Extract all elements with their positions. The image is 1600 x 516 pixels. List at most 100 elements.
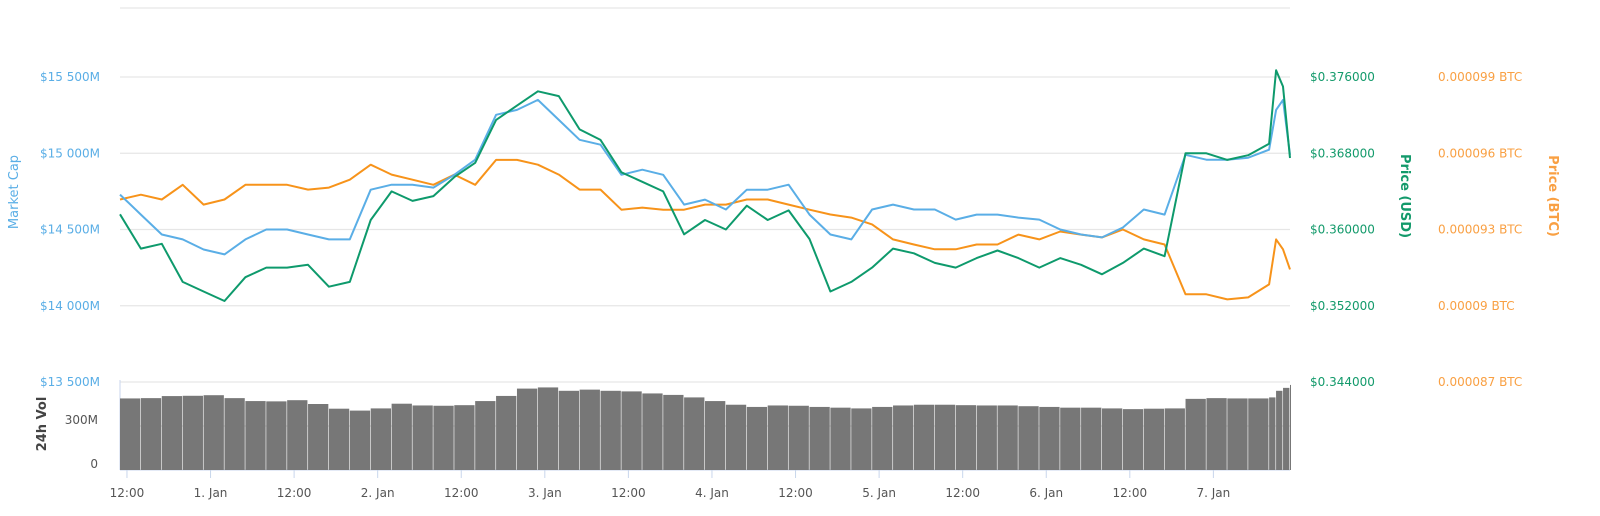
x-tick-label: 5. Jan (862, 486, 896, 500)
x-tick-label: 2. Jan (361, 486, 395, 500)
volume-bar (1290, 384, 1291, 470)
volume-bar (496, 395, 517, 470)
price-usd-tick-label: $0.344000 (1310, 375, 1375, 389)
price-btc-axis-title: Price (BTC) (1545, 155, 1560, 237)
market-cap-tick-label: $15 500M (40, 70, 100, 84)
volume-bar (1101, 408, 1123, 470)
volume-bar (182, 395, 203, 470)
volume-bar (1018, 406, 1039, 470)
volume-bar (621, 391, 642, 470)
price-usd-tick-label: $0.376000 (1310, 70, 1375, 84)
volume-bar (684, 397, 705, 470)
x-tick-label: 12:00 (444, 486, 479, 500)
x-tick-label: 12:00 (277, 486, 312, 500)
volume-bar (516, 388, 538, 470)
volume-bar (161, 396, 183, 470)
price-btc-tick-label: 0.000087 BTC (1438, 375, 1522, 389)
x-tick-label: 6. Jan (1029, 486, 1063, 500)
volume-bar (370, 408, 392, 470)
x-tick-label: 12:00 (1113, 486, 1148, 500)
volume-bar (1276, 390, 1283, 470)
volume-bar (1143, 408, 1165, 470)
x-tick-label: 7. Jan (1197, 486, 1231, 500)
price-lines[interactable] (119, 69, 1291, 302)
volume-bar (788, 405, 809, 470)
price-btc-tick-label: 0.000096 BTC (1438, 146, 1522, 160)
volume-bar (1269, 397, 1276, 470)
volume-bar (120, 398, 141, 470)
price-btc-line[interactable] (119, 158, 1291, 301)
volume-bar (976, 405, 997, 470)
volume-bar (558, 390, 580, 470)
volume-bar (705, 401, 726, 470)
x-tick-label: 12:00 (110, 486, 145, 500)
volume-bar (579, 389, 600, 470)
volume-tick-label: 300M (65, 413, 98, 427)
market-cap-tick-label: $14 500M (40, 223, 100, 237)
x-tick-label: 12:00 (945, 486, 980, 500)
volume-tick-label: 0 (90, 457, 98, 471)
volume-bar (1283, 387, 1290, 470)
volume-bar (140, 398, 162, 470)
volume-bar (997, 405, 1018, 470)
price-usd-tick-label: $0.368000 (1310, 146, 1375, 160)
axis-labels: $13 500M $14 000M $14 500M $15 000M $15 500M… (40, 70, 1522, 500)
volume-bar (725, 404, 747, 470)
volume-bar (893, 405, 914, 470)
volume-bar (287, 400, 308, 470)
market-cap-axis-title: Market Cap (7, 155, 22, 229)
price-btc-tick-label: 0.000099 BTC (1438, 70, 1522, 84)
volume-bar (266, 401, 287, 470)
x-tick-label: 3. Jan (528, 486, 562, 500)
volume-bar (328, 408, 350, 470)
volume-bar (412, 405, 433, 470)
volume-bar (349, 410, 371, 470)
market-cap-tick-label: $15 000M (40, 146, 100, 160)
volume-bar (1227, 398, 1248, 470)
volume-bar (851, 408, 872, 470)
volume-bar (830, 407, 851, 470)
volume-bar (1122, 409, 1144, 470)
volume-bar (308, 404, 329, 470)
market-cap-line[interactable] (119, 98, 1291, 256)
volume-bar (1185, 398, 1206, 470)
volume-bar (391, 403, 412, 470)
volume-bar (475, 401, 496, 470)
x-tick-label: 12:00 (611, 486, 646, 500)
price-usd-axis-title: Price (USD) (1397, 154, 1412, 238)
volume-bar (1248, 398, 1269, 470)
volume-bar (1081, 407, 1102, 470)
price-btc-tick-label: 0.000093 BTC (1438, 223, 1522, 237)
volume-bar (245, 401, 266, 470)
price-usd-line[interactable] (119, 69, 1291, 302)
price-usd-tick-label: $0.352000 (1310, 299, 1375, 313)
volume-bar (433, 405, 454, 470)
volume-bar (1039, 406, 1060, 470)
volume-bar (872, 406, 893, 470)
volume-bar (934, 404, 956, 470)
volume-bar (203, 395, 224, 470)
volume-bars (120, 384, 1291, 470)
volume-bar (1060, 407, 1081, 470)
volume-bar (642, 393, 663, 470)
volume-bar (767, 405, 788, 470)
x-tick-label: 1. Jan (194, 486, 228, 500)
market-cap-tick-label: $14 000M (40, 299, 100, 313)
volume-bar (1164, 408, 1185, 470)
volume-bar (224, 398, 245, 470)
volume-bar (913, 404, 935, 470)
market-cap-tick-label: $13 500M (40, 375, 100, 389)
volume-bar (454, 405, 475, 470)
volume-bar (746, 406, 768, 470)
volume-axis-title: 24h Vol (35, 397, 50, 452)
x-tick-label: 12:00 (778, 486, 813, 500)
volume-bar (537, 387, 559, 470)
volume-bar (955, 405, 977, 470)
price-usd-tick-label: $0.360000 (1310, 223, 1375, 237)
volume-bar (1206, 398, 1227, 470)
x-tick-label: 4. Jan (695, 486, 729, 500)
volume-bar (600, 390, 621, 470)
volume-bar (809, 406, 830, 470)
price-btc-tick-label: 0.00009 BTC (1438, 299, 1515, 313)
